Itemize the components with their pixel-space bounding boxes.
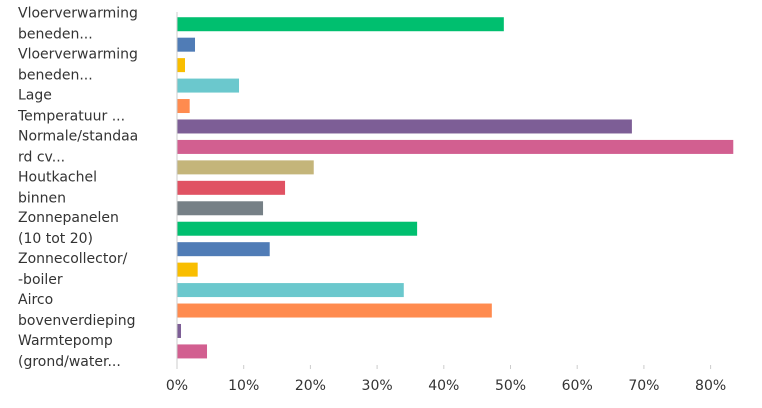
x-tick-label: 0% bbox=[166, 378, 188, 394]
x-tick-label: 80% bbox=[695, 378, 726, 394]
y-tick-label: Houtkachel binnen bbox=[18, 169, 97, 206]
bar bbox=[177, 262, 198, 277]
bar bbox=[177, 221, 418, 236]
x-tick-label: 60% bbox=[562, 378, 593, 394]
y-tick-label: Normale/standaa rd cv... bbox=[18, 128, 138, 165]
bar bbox=[177, 344, 208, 359]
bar bbox=[177, 160, 314, 175]
bar bbox=[177, 180, 286, 195]
bar bbox=[177, 283, 404, 298]
bar bbox=[177, 119, 632, 134]
x-tick-label: 10% bbox=[228, 378, 259, 394]
bar bbox=[177, 303, 492, 318]
y-tick-label: Vloerverwarming beneden... bbox=[18, 47, 138, 84]
bar bbox=[177, 139, 734, 154]
x-tick-label: 20% bbox=[295, 378, 326, 394]
bar bbox=[177, 17, 504, 32]
y-tick-label: Zonnecollector/-boiler bbox=[18, 251, 128, 288]
x-tick-label: 70% bbox=[628, 378, 659, 394]
y-tick-label: Airco bovenverdieping bbox=[18, 292, 136, 329]
bar bbox=[177, 242, 270, 257]
y-tick-label: Lage Temperatuur ... bbox=[17, 88, 125, 125]
y-tick-label: Vloerverwarming beneden... bbox=[18, 6, 138, 43]
bar bbox=[177, 37, 196, 52]
bar bbox=[177, 78, 240, 93]
bar bbox=[177, 323, 182, 338]
bar bbox=[177, 201, 264, 216]
bar bbox=[177, 99, 190, 114]
x-tick-label: 30% bbox=[362, 378, 393, 394]
x-tick-label: 40% bbox=[428, 378, 459, 394]
y-tick-label: Zonnepanelen (10 tot 20) bbox=[18, 210, 119, 247]
x-tick-label: 50% bbox=[495, 378, 526, 394]
y-tick-label: Warmtepomp (grond/water... bbox=[18, 333, 121, 370]
bar bbox=[177, 58, 186, 73]
